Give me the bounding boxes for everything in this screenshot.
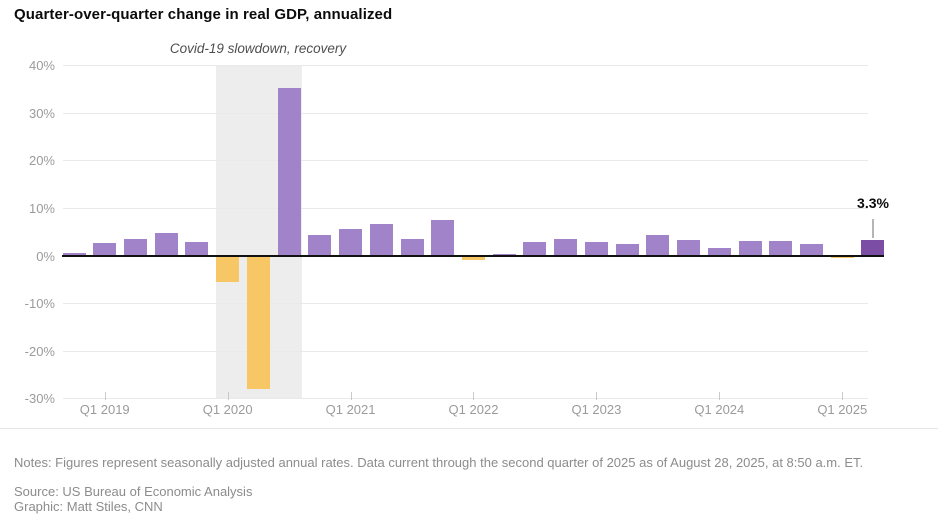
x-axis-label-q1-2019: Q1 2019 bbox=[79, 402, 130, 417]
y-gridline--10 bbox=[63, 303, 868, 305]
y-gridline-40 bbox=[63, 65, 868, 67]
bar-q2-2023[interactable] bbox=[615, 244, 639, 256]
x-axis-label-q1-2023: Q1 2023 bbox=[571, 402, 622, 417]
latest-value-label: 3.3% bbox=[857, 195, 889, 211]
bar-q4-2023[interactable] bbox=[677, 240, 701, 256]
y-axis-label--20: -20% bbox=[24, 343, 55, 359]
bar-q3-2023[interactable] bbox=[646, 234, 670, 256]
bar-q3-2019[interactable] bbox=[154, 233, 178, 256]
x-tick-q1-2020 bbox=[227, 392, 229, 400]
bar-q3-2021[interactable] bbox=[400, 239, 424, 256]
bar-q4-2022[interactable] bbox=[554, 239, 578, 256]
x-tick-q1-2023 bbox=[596, 392, 598, 400]
x-tick-q1-2019 bbox=[104, 392, 106, 400]
bar-q2-2021[interactable] bbox=[369, 224, 393, 256]
bar-q3-2020[interactable] bbox=[277, 87, 301, 256]
bar-q1-2019[interactable] bbox=[93, 242, 117, 256]
x-axis-label-q1-2025: Q1 2025 bbox=[817, 402, 868, 417]
bar-q1-2023[interactable] bbox=[584, 242, 608, 256]
y-axis-label--10: -10% bbox=[24, 296, 55, 312]
chart-title: Quarter-over-quarter change in real GDP,… bbox=[14, 6, 393, 23]
x-axis-label-q1-2021: Q1 2021 bbox=[325, 402, 376, 417]
bar-q1-2021[interactable] bbox=[339, 228, 363, 256]
bar-q2-2024[interactable] bbox=[738, 241, 762, 256]
bar-q2-2025[interactable] bbox=[861, 239, 885, 256]
bar-q2-2020[interactable] bbox=[246, 255, 270, 390]
bar-q1-2024[interactable] bbox=[707, 247, 731, 256]
bar-q3-2022[interactable] bbox=[523, 241, 547, 256]
x-tick-q1-2022 bbox=[473, 392, 475, 400]
bar-q4-2018[interactable] bbox=[62, 252, 86, 256]
bar-q3-2024[interactable] bbox=[769, 240, 793, 256]
x-tick-q1-2025 bbox=[842, 392, 844, 400]
footer-divider bbox=[0, 428, 938, 429]
zero-axis-line bbox=[62, 254, 884, 257]
y-axis-label-40: 40% bbox=[28, 58, 55, 74]
y-gridline--20 bbox=[63, 350, 868, 352]
y-axis-label-20: 20% bbox=[28, 153, 55, 169]
y-axis-label-30: 30% bbox=[28, 105, 55, 121]
bar-q4-2020[interactable] bbox=[308, 234, 332, 256]
x-axis-label-q1-2020: Q1 2020 bbox=[202, 402, 253, 417]
latest-value-leader-tick bbox=[872, 219, 874, 238]
y-gridline-30 bbox=[63, 112, 868, 114]
bar-q1-2020[interactable] bbox=[216, 255, 240, 282]
y-axis-label--30: -30% bbox=[24, 391, 55, 407]
y-axis-label-10: 10% bbox=[28, 200, 55, 216]
x-tick-q1-2021 bbox=[350, 392, 352, 400]
x-tick-q1-2024 bbox=[719, 392, 721, 400]
chart-notes: Notes: Figures represent seasonally adju… bbox=[14, 455, 864, 470]
y-gridline--30 bbox=[63, 398, 868, 400]
y-gridline-10 bbox=[63, 207, 868, 209]
chart-plot-area: 40% 30% 20% 10% 0% -10% -20% -30% Q1 2019 Q1 2020… bbox=[24, 58, 885, 417]
y-gridline-20 bbox=[63, 160, 868, 162]
x-axis-label-q1-2024: Q1 2024 bbox=[694, 402, 745, 417]
x-axis-label-q1-2022: Q1 2022 bbox=[448, 402, 499, 417]
y-axis-label-0: 0% bbox=[36, 248, 55, 264]
bar-q1-2022[interactable] bbox=[461, 255, 485, 261]
covid-band-annotation: Covid-19 slowdown, recovery bbox=[169, 41, 347, 56]
bar-q4-2021[interactable] bbox=[431, 220, 455, 256]
bar-q4-2024[interactable] bbox=[800, 244, 824, 256]
chart-credit: Graphic: Matt Stiles, CNN bbox=[14, 499, 163, 514]
chart-source: Source: US Bureau of Economic Analysis bbox=[14, 484, 253, 499]
bar-q2-2019[interactable] bbox=[123, 238, 147, 256]
bar-q1-2025[interactable] bbox=[830, 255, 854, 258]
bar-q4-2019[interactable] bbox=[185, 241, 209, 256]
